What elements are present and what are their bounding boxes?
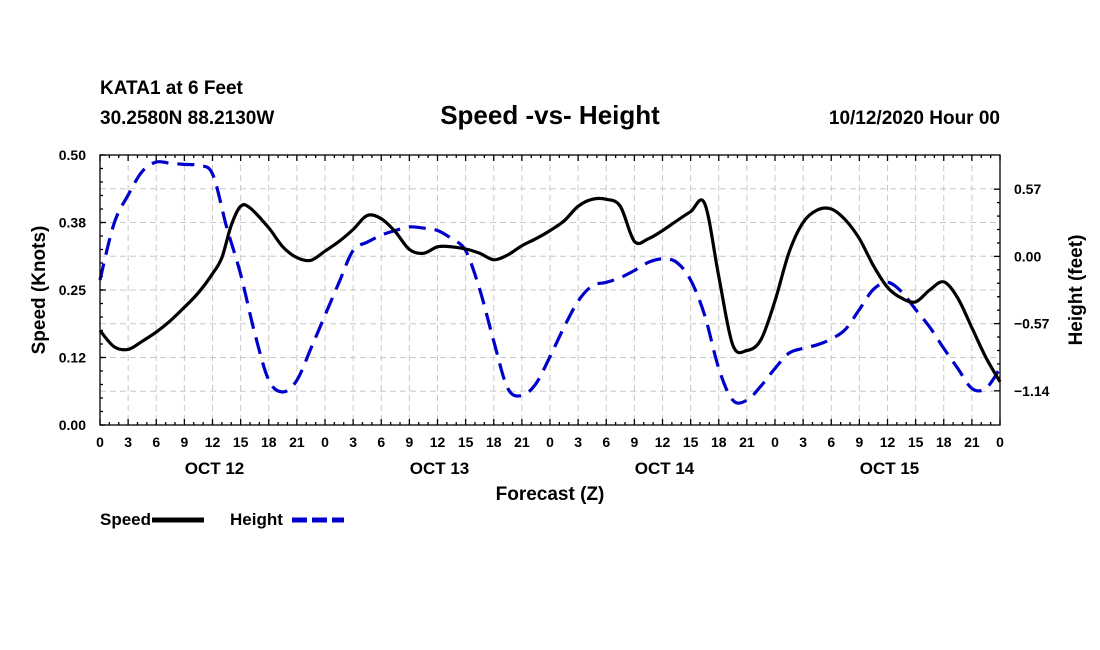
date-label: OCT 14	[635, 459, 695, 478]
date-label: OCT 13	[410, 459, 470, 478]
x-tick-label: 0	[546, 434, 554, 450]
legend: Speed Height	[100, 510, 344, 529]
x-tick-label: 6	[827, 434, 835, 450]
legend-label-speed: Speed	[100, 510, 151, 529]
y2-tick-label: −1.14	[1014, 383, 1050, 399]
y2-axis-label: Height (feet)	[1066, 235, 1087, 346]
x-tick-label: 12	[205, 434, 221, 450]
x-tick-label: 6	[377, 434, 385, 450]
y-tick-label: 0.38	[59, 215, 86, 231]
station-label: KATA1 at 6 Feet	[100, 78, 244, 99]
x-tick-label: 3	[349, 434, 357, 450]
x-tick-label: 3	[799, 434, 807, 450]
series-lines	[98, 160, 1002, 405]
station-coords: 30.2580N 88.2130W	[100, 108, 274, 129]
x-tick-label: 3	[574, 434, 582, 450]
y2-tick-label: −0.57	[1014, 316, 1050, 332]
x-tick-label: 0	[96, 434, 104, 450]
x-tick-label: 9	[180, 434, 188, 450]
y-tick-label: 0.12	[59, 350, 86, 366]
chart-title: Speed -vs- Height	[440, 100, 660, 130]
x-tick-label: 18	[936, 434, 952, 450]
x-tick-label: 15	[908, 434, 924, 450]
x-tick-label: 9	[405, 434, 413, 450]
x-tick-label: 18	[711, 434, 727, 450]
x-tick-label: 15	[233, 434, 249, 450]
date-label: OCT 12	[185, 459, 245, 478]
run-timestamp: 10/12/2020 Hour 00	[829, 108, 1000, 129]
y-tick-label: 0.25	[59, 282, 86, 298]
y2-tick-label: 0.00	[1014, 248, 1041, 264]
grid	[100, 155, 1000, 425]
x-tick-label: 3	[124, 434, 132, 450]
x-tick-label: 9	[855, 434, 863, 450]
axis-ticks: 0 3 6 9 12 15 18 21 0 3 6 9 12 15 18 21 0 3 6 9 12 15 18 21 0 3 6 9…	[59, 147, 1050, 478]
x-tick-label: 21	[964, 434, 980, 450]
x-tick-label: 9	[630, 434, 638, 450]
x-tick-label: 15	[458, 434, 474, 450]
x-tick-label: 6	[152, 434, 160, 450]
x-tick-label: 12	[655, 434, 671, 450]
x-tick-label: 0	[996, 434, 1004, 450]
y-tick-label: 0.50	[59, 147, 86, 163]
x-tick-label: 12	[430, 434, 446, 450]
x-axis-label: Forecast (Z)	[496, 484, 605, 505]
x-tick-label: 21	[514, 434, 530, 450]
x-tick-label: 18	[486, 434, 502, 450]
plot-frame	[99, 154, 1001, 426]
x-tick-label: 21	[289, 434, 305, 450]
x-tick-label: 18	[261, 434, 277, 450]
legend-label-height: Height	[230, 510, 283, 529]
y-axis-label: Speed (Knots)	[29, 226, 50, 355]
x-tick-label: 0	[771, 434, 779, 450]
x-tick-label: 15	[683, 434, 699, 450]
series-line-speed	[98, 196, 1002, 383]
x-tick-label: 12	[880, 434, 896, 450]
x-tick-label: 0	[321, 434, 329, 450]
date-label: OCT 15	[860, 459, 920, 478]
y-tick-label: 0.00	[59, 417, 86, 433]
y2-tick-label: 0.57	[1014, 181, 1041, 197]
x-tick-label: 21	[739, 434, 755, 450]
x-tick-label: 6	[602, 434, 610, 450]
series-line-height	[98, 160, 1002, 405]
